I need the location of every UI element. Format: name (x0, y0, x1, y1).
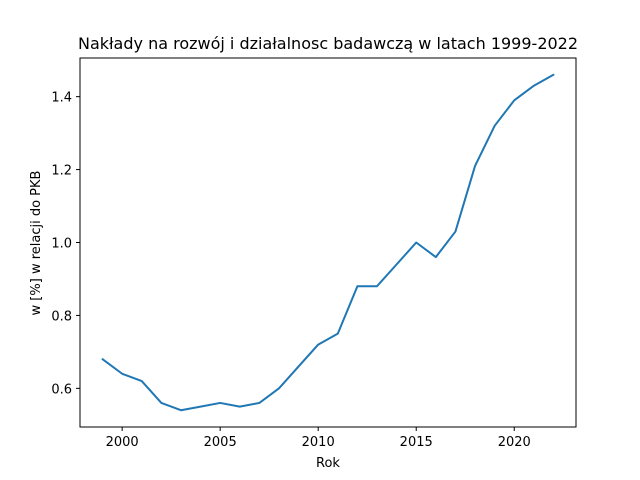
x-axis-label: Rok (316, 456, 340, 471)
y-tick-label: 1.0 (51, 237, 72, 252)
chart-title: Nakłady na rozwój i działalnosc badawczą… (78, 34, 578, 53)
series-line (101, 73, 555, 412)
x-tick-label: 2020 (498, 435, 531, 450)
x-tick-label: 2015 (400, 435, 433, 450)
series-group (101, 73, 555, 412)
x-tick-label: 2005 (204, 435, 237, 450)
x-tick-label: 2000 (106, 435, 139, 450)
y-tick-label: 1.4 (51, 91, 72, 106)
x-tick-label: 2010 (302, 435, 335, 450)
y-axis-label: w [%] w relacji do PKB (29, 171, 44, 316)
y-tick-label: 0.6 (51, 382, 72, 397)
y-axis-ticks: 0.6 0.8 1.0 1.2 1.4 (51, 91, 80, 397)
y-tick-label: 1.2 (51, 164, 72, 179)
y-tick-label: 0.8 (51, 309, 72, 324)
x-axis-ticks: 2000 2005 2010 2015 2020 (106, 427, 531, 450)
plot-frame (79, 57, 577, 428)
